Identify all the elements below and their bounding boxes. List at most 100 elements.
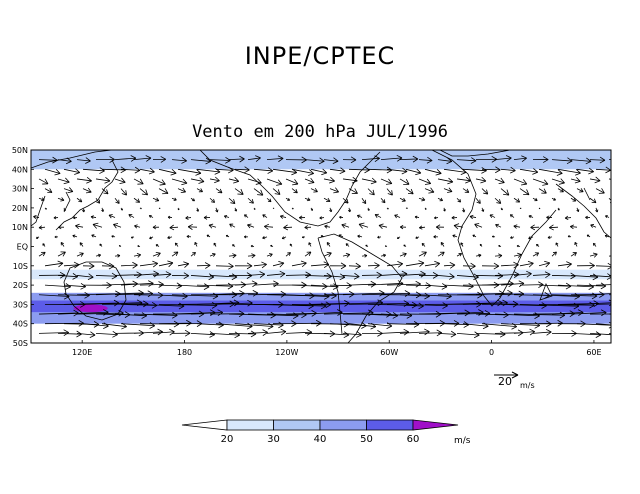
wind-vector [494,197,502,204]
wind-vector [589,176,601,184]
wind-vector [380,197,386,204]
wind-vector [171,178,188,186]
wind-vector [399,292,430,300]
wind-vector [462,322,489,330]
wind-vector [557,188,564,193]
wind-vector [380,178,393,185]
wind-vector [532,178,549,186]
wind-vector [418,272,439,279]
wind-vector [399,197,406,202]
wind-vector [190,197,195,202]
wind-vector [414,215,420,219]
wind-vector [589,156,606,164]
wind-vector [489,214,496,218]
wind-vector [44,168,61,176]
wind-vector [549,224,559,231]
y-axis: 50N 40N 30N 20N 10N EQ 10S 20S 30S 40S 50S [12,146,34,348]
wind-vector [79,242,84,247]
wind-vector [469,214,477,220]
wind-vector [304,157,325,165]
wind-vector [253,167,274,174]
wind-vector [519,188,530,196]
wind-vector [190,251,196,257]
wind-vector [386,207,389,210]
wind-vector [285,178,299,186]
wind-vector [592,242,597,247]
wind-vector [272,188,281,195]
wind-vector [564,215,572,220]
wind-vector [169,224,179,231]
wind-vector [437,197,444,202]
wind-vector [253,261,267,269]
wind-vector [75,223,84,230]
wind-vector [513,270,532,278]
wind-vector [120,261,138,269]
wind-vector [54,235,59,239]
wind-vector [405,260,425,267]
y-tick-label: 30N [12,185,28,194]
wind-vector [551,197,556,201]
wind-vector [498,244,502,248]
wind-vector [377,235,382,239]
wind-vector [63,168,81,175]
wind-vector [348,188,358,194]
wind-vector [285,329,313,336]
wind-vector [285,252,291,257]
x-tick-label: 60W [380,348,398,357]
wind-vector [405,188,414,195]
wind-vector [356,214,363,219]
wind-vector [152,225,160,230]
wind-vector [424,260,440,268]
wind-vector [590,224,597,228]
wind-vector [133,178,144,185]
wind-vector [228,155,245,163]
wind-vector [361,198,367,205]
wind-vector [95,330,118,338]
coastline-europe [439,150,511,157]
coastline-arabia-india [555,183,611,239]
wind-vector [57,291,90,299]
x-tick-label: 120W [275,348,298,357]
wind-vector [530,224,540,231]
wind-vector [262,214,268,218]
wind-vector [291,260,307,268]
wind-vector [576,188,584,193]
wind-vector [604,234,610,238]
wind-vector [285,197,291,201]
wind-vector [367,207,370,211]
wind-vector [234,166,250,174]
wind-vector [538,188,547,194]
wind-vector [500,261,519,269]
wind-vector [310,168,328,176]
wind-vector [403,244,407,247]
wind-vector [329,282,352,289]
wind-vector [399,178,410,185]
wind-vector [38,197,45,202]
wind-vector [111,235,116,238]
wind-vector [342,252,351,258]
wind-vector [437,177,454,185]
wind-vector [576,299,611,307]
wind-vector [500,166,516,174]
wind-vector [546,215,553,220]
wind-vector [266,155,284,163]
wind-vector [38,251,46,257]
wind-vector [234,280,258,288]
y-tick-label: 40N [12,165,28,174]
wind-vector [139,207,142,210]
wind-vector [234,188,244,195]
wind-vector [194,241,198,247]
wind-vector [266,270,286,278]
wind-vector [472,234,477,238]
wind-vector [215,166,234,174]
wind-vector [247,253,256,259]
wind-vector [358,222,369,229]
wind-vector [57,157,72,165]
wind-vector [456,253,462,257]
wind-vector [481,188,489,195]
wind-vector [357,234,363,238]
wind-vector [418,156,433,164]
wind-vector [481,166,501,174]
wind-vector [57,197,65,202]
wind-vector [437,273,455,280]
